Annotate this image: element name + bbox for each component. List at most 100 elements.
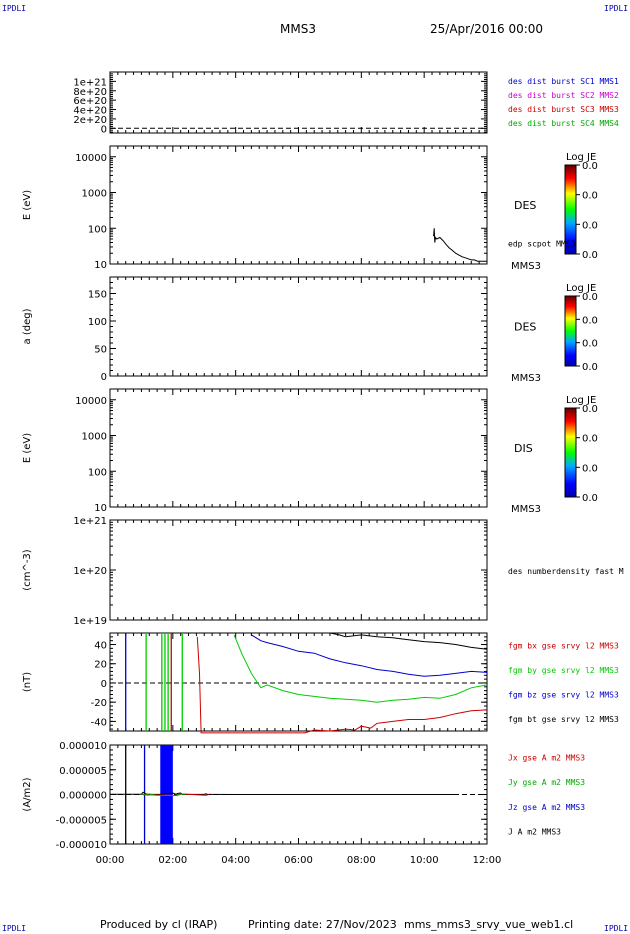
time-axis-label: 06:00 — [284, 855, 313, 866]
corner-label-top-left: IPDLI — [2, 4, 27, 13]
des-pitch-colorbar-title: Log JE — [566, 283, 596, 294]
time-axis-label: 08:00 — [347, 855, 376, 866]
fgm-panel — [109, 632, 488, 734]
dis-energy-colorbar-tick-label: 0.0 — [582, 463, 598, 474]
current-legend-entry: J A m2 MMS3 — [508, 828, 561, 837]
des-energy-ytick-label: 100 — [88, 224, 107, 235]
dist-burst-ytick-label: 6e+20 — [73, 96, 107, 107]
des-pitch-colorbar-tick-label: 0.0 — [582, 362, 598, 373]
current-ytick-label: -0.000005 — [56, 815, 107, 826]
dist-burst-frame — [109, 71, 488, 134]
des-pitch-colorbar — [564, 295, 577, 367]
des-pitch-ylabel: a (deg) — [22, 308, 33, 344]
fgm-legend-entry: fgm bz gse srvy l2 MMS3 — [508, 690, 619, 699]
des-energy-colorbar — [564, 164, 577, 255]
dis-energy-colorbar-tick-label: 0.0 — [582, 434, 598, 445]
dist-burst-ytick-label: 4e+20 — [73, 106, 107, 117]
fgm-ylabel: (nT) — [22, 672, 33, 692]
dist-burst-ytick-label: 1e+21 — [73, 77, 107, 88]
des-pitch-ytick-label: 0 — [101, 372, 107, 383]
des-energy-colorbar-tick-label: 0.0 — [582, 161, 598, 172]
time-axis-label: 12:00 — [473, 855, 502, 866]
density-ytick-label: 1e+21 — [73, 516, 107, 527]
des-energy-colorbar-tick-label: 0.0 — [582, 220, 598, 231]
density-frame — [109, 519, 488, 621]
footer-file: mms_mms3_srvy_vue_web1.cl — [404, 918, 574, 931]
dis-energy-ylabel: E (eV) — [22, 433, 33, 463]
dist-burst-ytick-label: 8e+20 — [73, 87, 107, 98]
fgm-legend-entry: fgm bt gse srvy l2 MMS3 — [508, 715, 619, 724]
corner-label-top-right: IPDLI — [604, 4, 629, 13]
dist-burst-panel — [109, 71, 488, 134]
des-energy-overlay-label: edp scpot MMS3 — [508, 239, 576, 248]
dist-burst-ytick-label: 0 — [101, 124, 107, 135]
des-energy-frame — [109, 145, 488, 265]
des-energy-species-label: MMS3 — [511, 261, 541, 272]
fgm-ytick-label: 0 — [101, 679, 107, 690]
dist-burst-legend-entry: des dist burst SC2 MMS2 — [508, 91, 619, 100]
dis-energy-colorbar — [564, 407, 577, 498]
des-energy-ylabel: E (eV) — [22, 190, 33, 220]
fgm-series-line — [233, 634, 488, 703]
dist-burst-legend-entry: des dist burst SC3 MMS3 — [508, 105, 619, 114]
current-ylabel: (A/m2) — [22, 777, 33, 811]
dis-energy-panel — [109, 388, 580, 508]
time-axis-label: 02:00 — [158, 855, 187, 866]
current-series-line — [141, 793, 186, 797]
des-energy-panel — [109, 145, 580, 265]
density-legend-entry: des numberdensity fast M — [508, 567, 624, 576]
density-ytick-label: 1e+20 — [73, 566, 107, 577]
des-energy-colorbar-tick-label: 0.0 — [582, 191, 598, 202]
des-pitch-colorbar-tick-label: 0.0 — [582, 315, 598, 326]
current-legend-entry: Jz gse A m2 MMS3 — [508, 803, 585, 812]
footer-printing-date: Printing date: 27/Nov/2023 — [248, 918, 397, 931]
fgm-ytick-label: -20 — [91, 698, 107, 709]
corner-label-bottom-right: IPDLI — [604, 924, 629, 933]
spacecraft-title: MMS3 — [280, 22, 316, 36]
current-legend-entry: Jy gse A m2 MMS3 — [508, 778, 585, 787]
dis-energy-ytick-label: 10 — [94, 503, 107, 514]
des-pitch-panel — [109, 276, 580, 377]
date-title: 25/Apr/2016 00:00 — [430, 22, 544, 36]
current-ytick-label: -0.000010 — [56, 840, 107, 851]
fgm-legend-entry: fgm by gse srvy l2 MMS3 — [508, 666, 619, 675]
des-pitch-colorbar-tick-label: 0.0 — [582, 339, 598, 350]
des-pitch-ytick-label: 50 — [94, 345, 107, 356]
des-energy-ytick-label: 1000 — [82, 189, 107, 200]
current-band — [160, 745, 173, 844]
dis-energy-title: DIS — [514, 442, 533, 455]
density-ylabel: (cm^-3) — [22, 549, 33, 590]
fgm-frame — [109, 632, 488, 732]
current-ytick-label: 0.000000 — [59, 791, 107, 802]
dis-energy-colorbar-tick-label: 0.0 — [582, 404, 598, 415]
current-ytick-label: 0.000005 — [59, 766, 107, 777]
fgm-ytick-label: 20 — [94, 660, 107, 671]
des-pitch-ytick-label: 100 — [88, 317, 107, 328]
des-energy-title: DES — [514, 199, 536, 212]
dist-burst-legend-entry: des dist burst SC1 MMS1 — [508, 77, 619, 86]
des-energy-colorbar-tick-label: 0.0 — [582, 250, 598, 261]
density-panel — [109, 519, 488, 621]
fgm-ytick-label: 40 — [94, 641, 107, 652]
des-energy-ytick-label: 10 — [94, 260, 107, 271]
time-axis-label: 04:00 — [221, 855, 250, 866]
density-ytick-label: 1e+19 — [73, 616, 107, 627]
current-ytick-label: 0.000010 — [59, 741, 107, 752]
des-energy-ytick-label: 10000 — [75, 153, 107, 164]
dist-burst-ytick-label: 2e+20 — [73, 115, 107, 126]
des-pitch-colorbar-tick-label: 0.0 — [582, 292, 598, 303]
dist-burst-legend-entry: des dist burst SC4 MMS4 — [508, 119, 619, 128]
dis-energy-colorbar-tick-label: 0.0 — [582, 493, 598, 504]
current-legend-entry: Jx gse A m2 MMS3 — [508, 753, 585, 762]
dis-energy-ytick-label: 100 — [88, 467, 107, 478]
footer-produced-by: Produced by cl (IRAP) — [100, 918, 218, 931]
dis-energy-species-label: MMS3 — [511, 504, 541, 515]
dis-energy-frame — [109, 388, 488, 508]
fgm-ytick-label: -40 — [91, 717, 107, 728]
des-pitch-title: DES — [514, 321, 536, 334]
des-pitch-frame — [109, 276, 488, 377]
current-panel — [109, 744, 488, 845]
corner-label-bottom-left: IPDLI — [2, 924, 27, 933]
dis-energy-colorbar-title: Log JE — [566, 395, 596, 406]
